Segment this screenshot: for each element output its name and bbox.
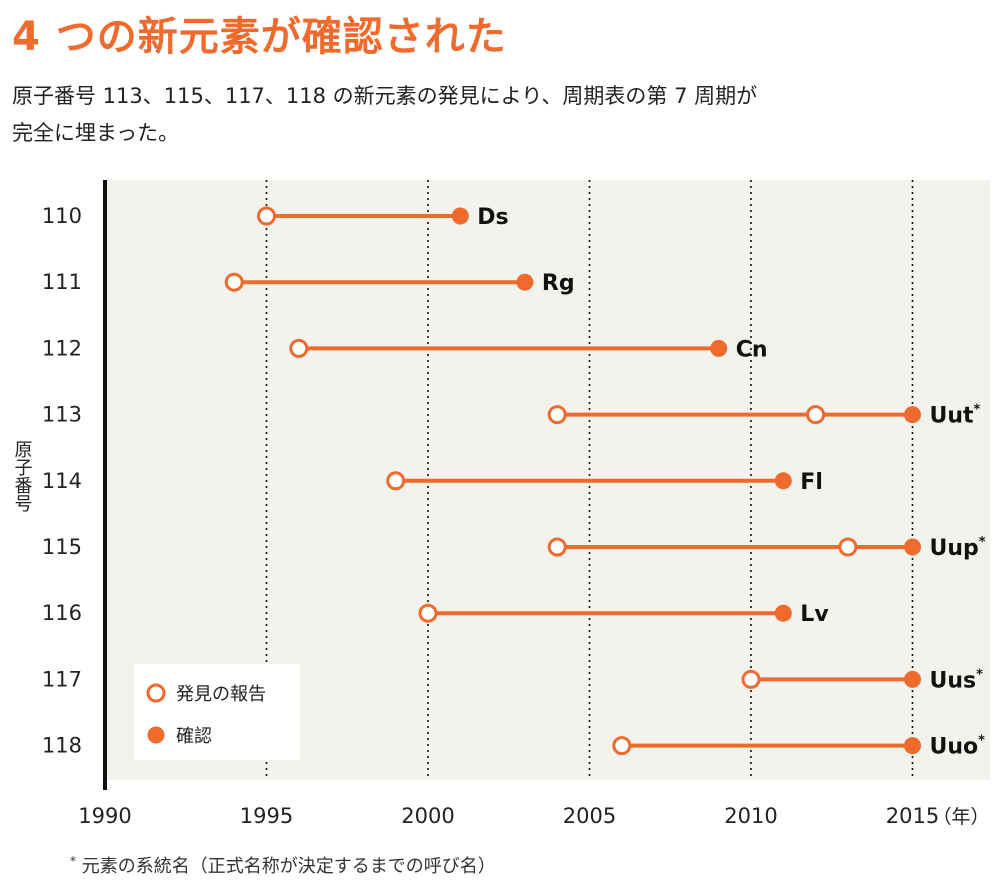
page-subtitle: 原子番号 113、115、117、118 の新元素の発見により、周期表の第 7 … <box>12 78 912 152</box>
element-row-112: 112 Cn <box>42 336 768 362</box>
x-tick-2000: 2000 <box>401 804 454 828</box>
asterisk-mark: * <box>976 667 983 682</box>
element-label-110: Ds <box>477 205 508 230</box>
footnote-mark: * <box>70 854 76 868</box>
asterisk-mark: * <box>979 535 986 550</box>
confirm-marker-118 <box>904 737 921 755</box>
element-row-114: 114 Fl <box>42 469 823 495</box>
report-marker-113-2012 <box>806 405 826 425</box>
y-tick-111: 111 <box>42 270 82 294</box>
x-axis-unit-label: （年） <box>933 806 990 828</box>
confirm-marker-112 <box>710 339 728 357</box>
asterisk-mark: * <box>978 734 985 749</box>
element-row-117: 117 Uus* <box>42 667 983 693</box>
legend-label-confirm: 確認 <box>176 726 212 747</box>
confirm-marker-114 <box>774 472 792 490</box>
element-label-112: Cn <box>736 337 768 362</box>
element-row-113: 113 Uut* <box>42 403 981 429</box>
x-tick-2010: 2010 <box>724 804 777 828</box>
confirm-marker-111 <box>516 273 534 291</box>
element-label-114: Fl <box>800 470 823 495</box>
x-tick-1995: 1995 <box>240 804 293 828</box>
confirm-marker-116 <box>774 604 792 622</box>
report-marker-115-2004 <box>547 537 567 557</box>
element-row-116: 116 Lv <box>42 601 829 627</box>
report-marker-111-1994 <box>224 272 244 292</box>
footnote: * 元素の系統名（正式名称が決定するまでの呼び名） <box>70 852 496 878</box>
report-marker-117-2010 <box>741 669 761 689</box>
report-marker-115-2013 <box>838 537 858 557</box>
element-row-115: 115 Uup* <box>42 535 986 561</box>
report-marker-113-2004 <box>547 405 567 425</box>
report-marker-110-1995 <box>257 206 276 226</box>
confirm-marker-110 <box>451 207 469 225</box>
element-row-110: 110 Ds <box>42 204 509 230</box>
legend-marker-confirm <box>147 726 165 744</box>
x-tick-2015: 2015 <box>886 804 939 828</box>
report-marker-118-2006 <box>612 736 632 756</box>
report-marker-116-2000 <box>418 603 438 623</box>
page-title: 4 つの新元素が確認された <box>12 14 507 60</box>
element-label-111: Rg <box>542 271 575 296</box>
element-label-117: Uus* <box>930 667 984 693</box>
y-tick-117: 117 <box>42 667 82 691</box>
footnote-text: 元素の系統名（正式名称が決定するまでの呼び名） <box>81 856 496 877</box>
asterisk-mark: * <box>974 403 981 418</box>
element-label-115: Uup* <box>930 535 986 561</box>
element-row-111: 111 Rg <box>42 270 575 296</box>
confirm-marker-115 <box>904 538 921 556</box>
y-tick-113: 113 <box>42 403 82 427</box>
report-marker-114-1999 <box>386 471 406 491</box>
y-tick-118: 118 <box>42 734 82 758</box>
subtitle-line-1: 原子番号 113、115、117、118 の新元素の発見により、周期表の第 7 … <box>12 84 758 108</box>
legend-marker-report <box>146 683 166 703</box>
confirm-marker-117 <box>904 670 921 688</box>
y-tick-112: 112 <box>42 336 82 360</box>
confirm-marker-113 <box>904 406 921 424</box>
element-label-118: Uuo* <box>930 734 986 760</box>
legend-box <box>134 664 300 760</box>
element-label-116: Lv <box>800 602 829 627</box>
y-axis-label: 原子番号 <box>12 440 33 513</box>
y-tick-116: 116 <box>42 601 82 625</box>
subtitle-line-2: 完全に埋まった。 <box>12 121 180 145</box>
element-label-113: Uut* <box>930 403 981 429</box>
element-row-118: 118 Uuo* <box>42 734 985 760</box>
legend-label-report: 発見の報告 <box>176 684 266 705</box>
y-tick-110: 110 <box>42 204 82 228</box>
x-tick-1990: 1990 <box>78 804 131 828</box>
report-marker-112-1996 <box>289 338 309 358</box>
y-tick-115: 115 <box>42 535 82 559</box>
x-tick-2005: 2005 <box>563 804 616 828</box>
y-tick-114: 114 <box>42 469 82 493</box>
